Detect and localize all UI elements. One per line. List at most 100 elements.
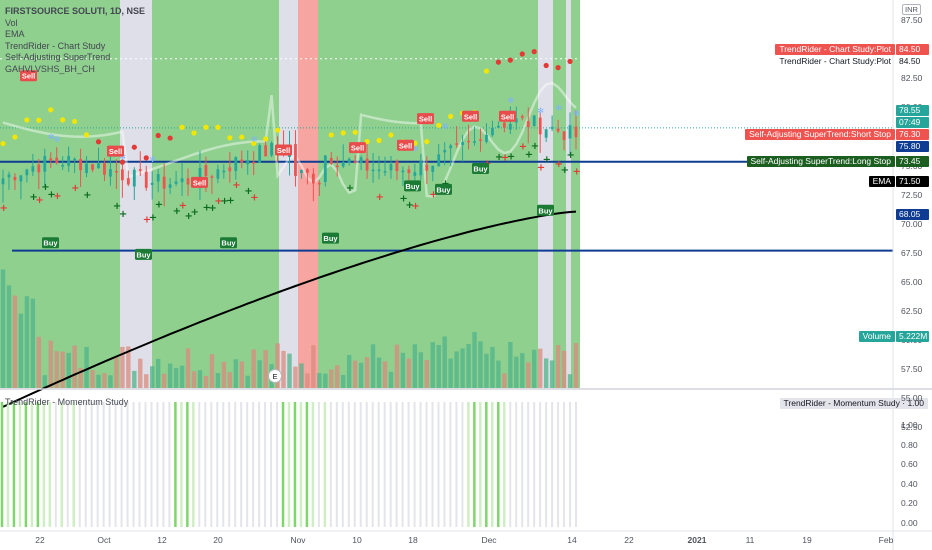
momentum-bar bbox=[389, 402, 392, 527]
cross-marker: + bbox=[179, 201, 187, 212]
candle-body bbox=[371, 169, 375, 172]
momentum-bar bbox=[485, 402, 488, 527]
momentum-bar bbox=[407, 402, 410, 527]
volume-bar bbox=[167, 363, 173, 388]
candle-body bbox=[91, 164, 94, 170]
ema-path bbox=[2, 210, 577, 408]
currency-label[interactable]: INR bbox=[902, 4, 921, 15]
trend-dot bbox=[519, 51, 525, 57]
trend-dot bbox=[352, 129, 358, 135]
candle-body bbox=[61, 165, 65, 167]
candle-body bbox=[449, 145, 453, 149]
volume-bar bbox=[78, 367, 83, 388]
snowflake-marker: ✻ bbox=[442, 122, 449, 131]
trend-dot bbox=[12, 134, 18, 140]
short-stop-value: 76.30 bbox=[896, 129, 929, 140]
momentum-bar bbox=[509, 402, 512, 527]
candle-body bbox=[126, 178, 130, 185]
cross-marker: + bbox=[232, 180, 240, 191]
trend-dot bbox=[215, 124, 221, 130]
momentum-bar bbox=[365, 402, 368, 527]
buy-label: Buy bbox=[136, 250, 151, 259]
legend-item-gahvlv[interactable]: GAHVLVSHS_BH_CH bbox=[5, 63, 95, 74]
momentum-bar bbox=[6, 402, 10, 527]
sell-label: Sell bbox=[109, 147, 122, 156]
momentum-pane-title[interactable]: TrendRider - Momentum Study bbox=[5, 397, 129, 407]
trend-dot bbox=[543, 62, 549, 69]
earnings-label: E bbox=[272, 372, 277, 381]
candle-body bbox=[85, 163, 88, 174]
candle-body bbox=[485, 134, 488, 142]
trend-dot bbox=[495, 59, 502, 65]
volume-bar bbox=[185, 348, 191, 388]
cross-marker: + bbox=[83, 190, 91, 201]
plot-plain-value: 84.50 bbox=[899, 56, 921, 66]
zone-gray-1 bbox=[279, 0, 298, 388]
volume-bar bbox=[346, 354, 352, 388]
candle-body bbox=[115, 171, 118, 173]
ema-value: 71.50 bbox=[896, 176, 929, 187]
trend-dot bbox=[167, 135, 173, 141]
candle-body bbox=[479, 139, 482, 141]
candle-body bbox=[168, 184, 172, 188]
buy-badge bbox=[472, 163, 489, 174]
momentum-bar bbox=[437, 402, 440, 527]
volume-bar bbox=[203, 375, 209, 388]
signals: Sell Sell Sell Sell Sell Sell Sell Sell Sell Buy B… bbox=[20, 70, 554, 383]
momentum-bar bbox=[395, 402, 398, 527]
momentum-bar bbox=[353, 402, 356, 527]
momentum-bar bbox=[162, 402, 165, 527]
cross-marker: + bbox=[405, 200, 413, 211]
trend-dot bbox=[24, 117, 30, 123]
volume-bar bbox=[72, 345, 77, 388]
volume-bar bbox=[532, 349, 537, 388]
candle-body bbox=[323, 155, 327, 182]
legend-item-ema[interactable]: EMA bbox=[5, 29, 25, 39]
trend-dot bbox=[263, 136, 269, 142]
legend-item-supertrend[interactable]: Self-Adjusting SuperTrend bbox=[5, 52, 111, 62]
time-tick: 11 bbox=[745, 535, 755, 545]
trend-dot bbox=[36, 117, 42, 123]
candle-body bbox=[132, 169, 136, 187]
volume-bar bbox=[412, 344, 418, 388]
volume-bar bbox=[233, 359, 238, 388]
legend-title[interactable]: FIRSTSOURCE SOLUTI, 1D, NSE bbox=[5, 6, 146, 16]
momentum-bar bbox=[120, 402, 123, 527]
legend-item-trendrider[interactable]: TrendRider - Chart Study bbox=[5, 40, 106, 51]
snowflake-marker: ✻ bbox=[555, 104, 562, 113]
momentum-bar bbox=[252, 402, 255, 527]
cross-marker: + bbox=[113, 201, 121, 212]
candle-body bbox=[294, 144, 297, 176]
momentum-bar bbox=[497, 402, 500, 527]
trend-dot bbox=[340, 130, 346, 136]
trend-dot bbox=[119, 159, 125, 165]
volume-bar bbox=[561, 350, 567, 388]
volume-bar bbox=[472, 331, 477, 388]
buy-label: Buy bbox=[473, 165, 488, 174]
candle-body bbox=[49, 158, 53, 161]
volume-bar bbox=[197, 370, 203, 388]
momentum-bar bbox=[377, 402, 380, 527]
candle-body bbox=[306, 169, 309, 173]
legend-item-vol[interactable]: Vol bbox=[5, 17, 18, 28]
candle-body bbox=[383, 171, 387, 173]
volume-bar bbox=[24, 296, 30, 388]
time-tick: Oct bbox=[97, 535, 111, 545]
candle-body bbox=[234, 157, 238, 172]
volume-bar bbox=[48, 340, 53, 388]
candle-body bbox=[174, 181, 178, 184]
momentum-bar bbox=[192, 402, 195, 527]
momentum-bar bbox=[90, 402, 93, 527]
volume-bar bbox=[215, 372, 221, 388]
upper-line-box: 75.80 bbox=[896, 141, 929, 152]
candle-body bbox=[431, 165, 435, 172]
trend-dot bbox=[448, 113, 454, 119]
momentum-tick: 0.40 bbox=[901, 478, 918, 489]
momentum-bar bbox=[18, 402, 22, 527]
candle-body bbox=[532, 115, 536, 127]
volume-bar bbox=[18, 313, 24, 388]
momentum-bar bbox=[222, 402, 225, 527]
trend-dot bbox=[60, 117, 66, 123]
candle-body bbox=[13, 176, 17, 181]
